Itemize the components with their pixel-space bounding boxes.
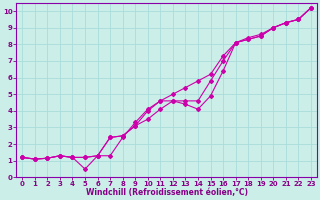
X-axis label: Windchill (Refroidissement éolien,°C): Windchill (Refroidissement éolien,°C) <box>86 188 248 197</box>
